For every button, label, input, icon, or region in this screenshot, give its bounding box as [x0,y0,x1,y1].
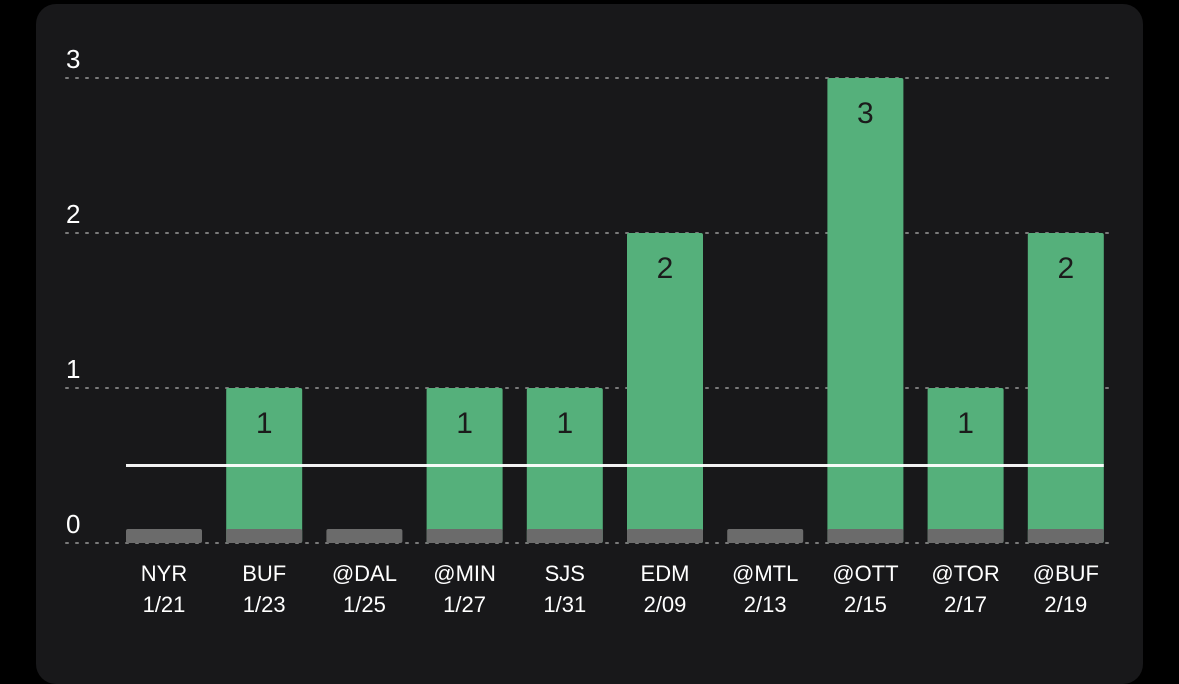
bar-base [326,529,403,543]
bar-value-label: 2 [657,252,674,285]
bar-base [927,529,1004,543]
x-tick-team: @MTL [732,561,798,586]
bar-base [627,529,703,543]
bar-base [126,529,202,543]
x-tick-team: EDM [641,561,690,586]
bar-value-label: 1 [556,407,573,440]
x-tick-date: 1/21 [143,592,186,617]
x-tick-date: 2/13 [744,592,787,617]
x-tick-date: 1/23 [243,592,286,617]
x-tick-team: @TOR [931,561,999,586]
bar-base [526,529,603,543]
bar-value-label: 2 [1057,252,1074,285]
bar-chart: 0 1 2 3 NYR 1/21 1 BUF 1/23 @DAL 1/25 1 @MIN 1/27 1 SJS… [65,44,1115,617]
bar-value-label: 1 [957,407,974,440]
chart-card [36,4,1143,684]
bar-value-label: 3 [857,97,874,130]
x-tick-date: 2/15 [844,592,887,617]
x-tick-date: 2/17 [944,592,987,617]
x-tick-date: 1/31 [543,592,586,617]
bar-base [827,529,904,543]
bar-value-label: 1 [256,407,273,440]
x-tick-date: 1/25 [343,592,386,617]
y-tick-label: 1 [66,354,80,384]
x-tick-team: @BUF [1033,561,1099,586]
x-tick-date: 1/27 [443,592,486,617]
bar [827,78,904,543]
bar-base [727,529,804,543]
y-tick-label: 0 [66,509,80,539]
bar-value-label: 1 [456,407,473,440]
y-tick-label: 2 [66,199,80,229]
x-tick-date: 2/09 [644,592,687,617]
x-tick-team: BUF [242,561,286,586]
x-tick-date: 2/19 [1044,592,1087,617]
x-tick-team: SJS [545,561,585,586]
bar-base [426,529,503,543]
y-tick-label: 3 [66,44,80,74]
bar-base [226,529,303,543]
x-tick-team: @MIN [433,561,496,586]
x-tick-team: @OTT [832,561,898,586]
bar-base [1027,529,1104,543]
x-tick-team: @DAL [332,561,397,586]
x-tick-team: NYR [141,561,187,586]
